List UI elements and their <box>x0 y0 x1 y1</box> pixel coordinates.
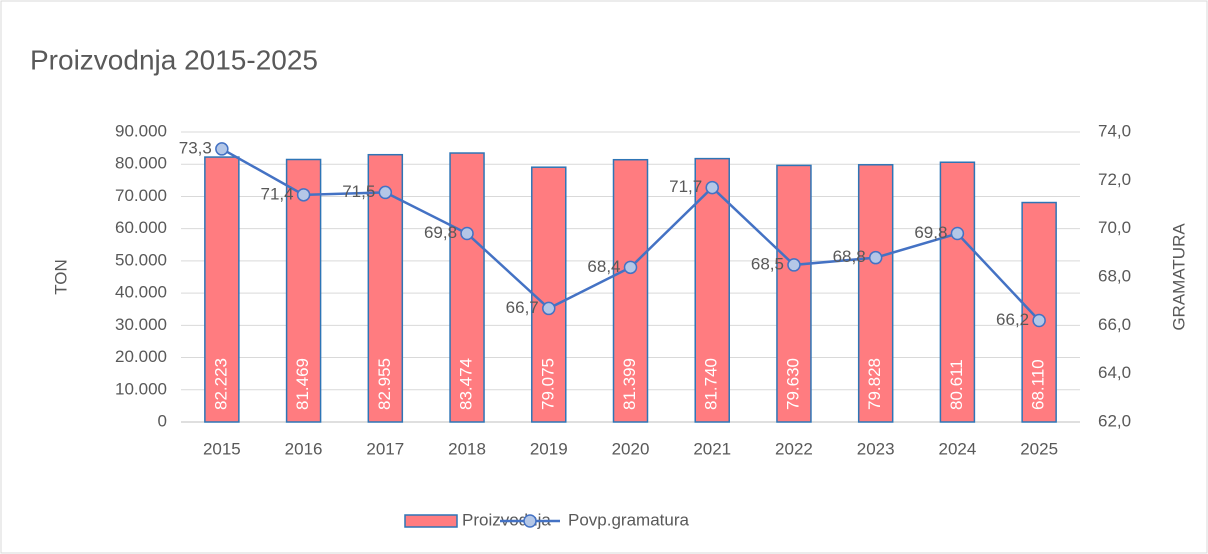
y2-tick-label: 64,0 <box>1098 363 1131 382</box>
y-tick-label: 80.000 <box>115 154 167 173</box>
bar-value-label: 81.740 <box>702 358 721 410</box>
bar-value-label: 81.399 <box>620 358 639 410</box>
y2-tick-label: 74,0 <box>1098 121 1131 140</box>
x-tick-label: 2019 <box>530 439 568 458</box>
line-value-label: 71,5 <box>342 182 375 201</box>
y-tick-label: 10.000 <box>115 379 167 398</box>
y2-tick-label: 68,0 <box>1098 266 1131 285</box>
x-tick-label: 2015 <box>203 439 241 458</box>
y-tick-label: 70.000 <box>115 186 167 205</box>
x-tick-label: 2024 <box>938 439 976 458</box>
chart-title: Proizvodnja 2015-2025 <box>30 44 318 75</box>
line-value-label: 73,3 <box>179 138 212 157</box>
line-value-label: 68,4 <box>587 257 620 276</box>
line-marker <box>296 188 311 202</box>
line-value-label: 68,5 <box>751 254 784 273</box>
x-tick-label: 2017 <box>366 439 404 458</box>
bar-value-label: 81.469 <box>293 358 312 410</box>
bar <box>776 164 812 423</box>
line-marker <box>1032 313 1046 328</box>
bar-value-label: 82.955 <box>375 358 394 410</box>
line-marker <box>378 185 393 200</box>
bar-value-label: 82.223 <box>211 358 230 410</box>
line-marker <box>950 226 965 241</box>
line-value-label: 66,7 <box>506 298 539 317</box>
bar-value-label: 80.611 <box>947 359 966 410</box>
line-marker <box>787 258 801 272</box>
y-tick-label: 60.000 <box>115 218 167 237</box>
legend-swatch <box>404 514 458 528</box>
bar-value-label: 68.110 <box>1029 359 1048 410</box>
y-tick-label: 40.000 <box>115 283 167 302</box>
y2-tick-label: 72,0 <box>1098 170 1131 189</box>
y2-tick-label: 66,0 <box>1098 315 1131 334</box>
line-value-label: 71,7 <box>669 177 702 196</box>
x-tick-label: 2020 <box>612 439 650 458</box>
line-marker <box>215 142 229 156</box>
bar <box>204 156 240 423</box>
x-tick-label: 2018 <box>448 439 486 458</box>
line-marker <box>868 250 883 265</box>
bar-value-label: 83.474 <box>457 358 476 410</box>
y2-axis-title: GRAMATURA <box>1169 223 1188 331</box>
bar-value-label: 79.828 <box>865 358 884 410</box>
x-tick-label: 2021 <box>693 439 731 458</box>
line-value-label: 66,2 <box>996 310 1029 329</box>
y2-tick-label: 70,0 <box>1098 218 1131 237</box>
y-tick-label: 30.000 <box>115 315 167 334</box>
bar <box>612 158 649 423</box>
y-tick-label: 0 <box>158 411 167 430</box>
bar <box>857 164 894 423</box>
y-tick-label: 20.000 <box>115 347 167 366</box>
line-value-label: 69,8 <box>424 223 457 242</box>
bar-value-label: 79.630 <box>783 358 802 410</box>
x-tick-label: 2023 <box>857 439 895 458</box>
x-tick-label: 2025 <box>1020 439 1058 458</box>
y-tick-label: 90.000 <box>115 121 167 140</box>
bar <box>285 158 322 423</box>
legend-marker <box>523 514 537 528</box>
line-value-label: 69,8 <box>914 223 947 242</box>
bar <box>939 161 976 423</box>
line-marker <box>460 226 474 241</box>
y-tick-label: 50.000 <box>115 250 167 269</box>
line-marker <box>705 180 719 195</box>
legend-label: Povp.gramatura <box>568 510 689 529</box>
y2-tick-label: 62,0 <box>1098 411 1131 430</box>
line-value-label: 71,4 <box>260 184 293 203</box>
bar <box>449 152 485 423</box>
line-marker <box>542 301 556 316</box>
bar-value-label: 79.075 <box>538 358 557 410</box>
line-marker <box>623 260 638 275</box>
x-tick-label: 2016 <box>285 439 323 458</box>
line-value-label: 68,8 <box>833 247 866 266</box>
x-tick-label: 2022 <box>775 439 813 458</box>
bar <box>531 166 567 423</box>
bar <box>694 157 730 423</box>
bar <box>1021 201 1057 423</box>
y-axis-title: TON <box>51 259 70 295</box>
